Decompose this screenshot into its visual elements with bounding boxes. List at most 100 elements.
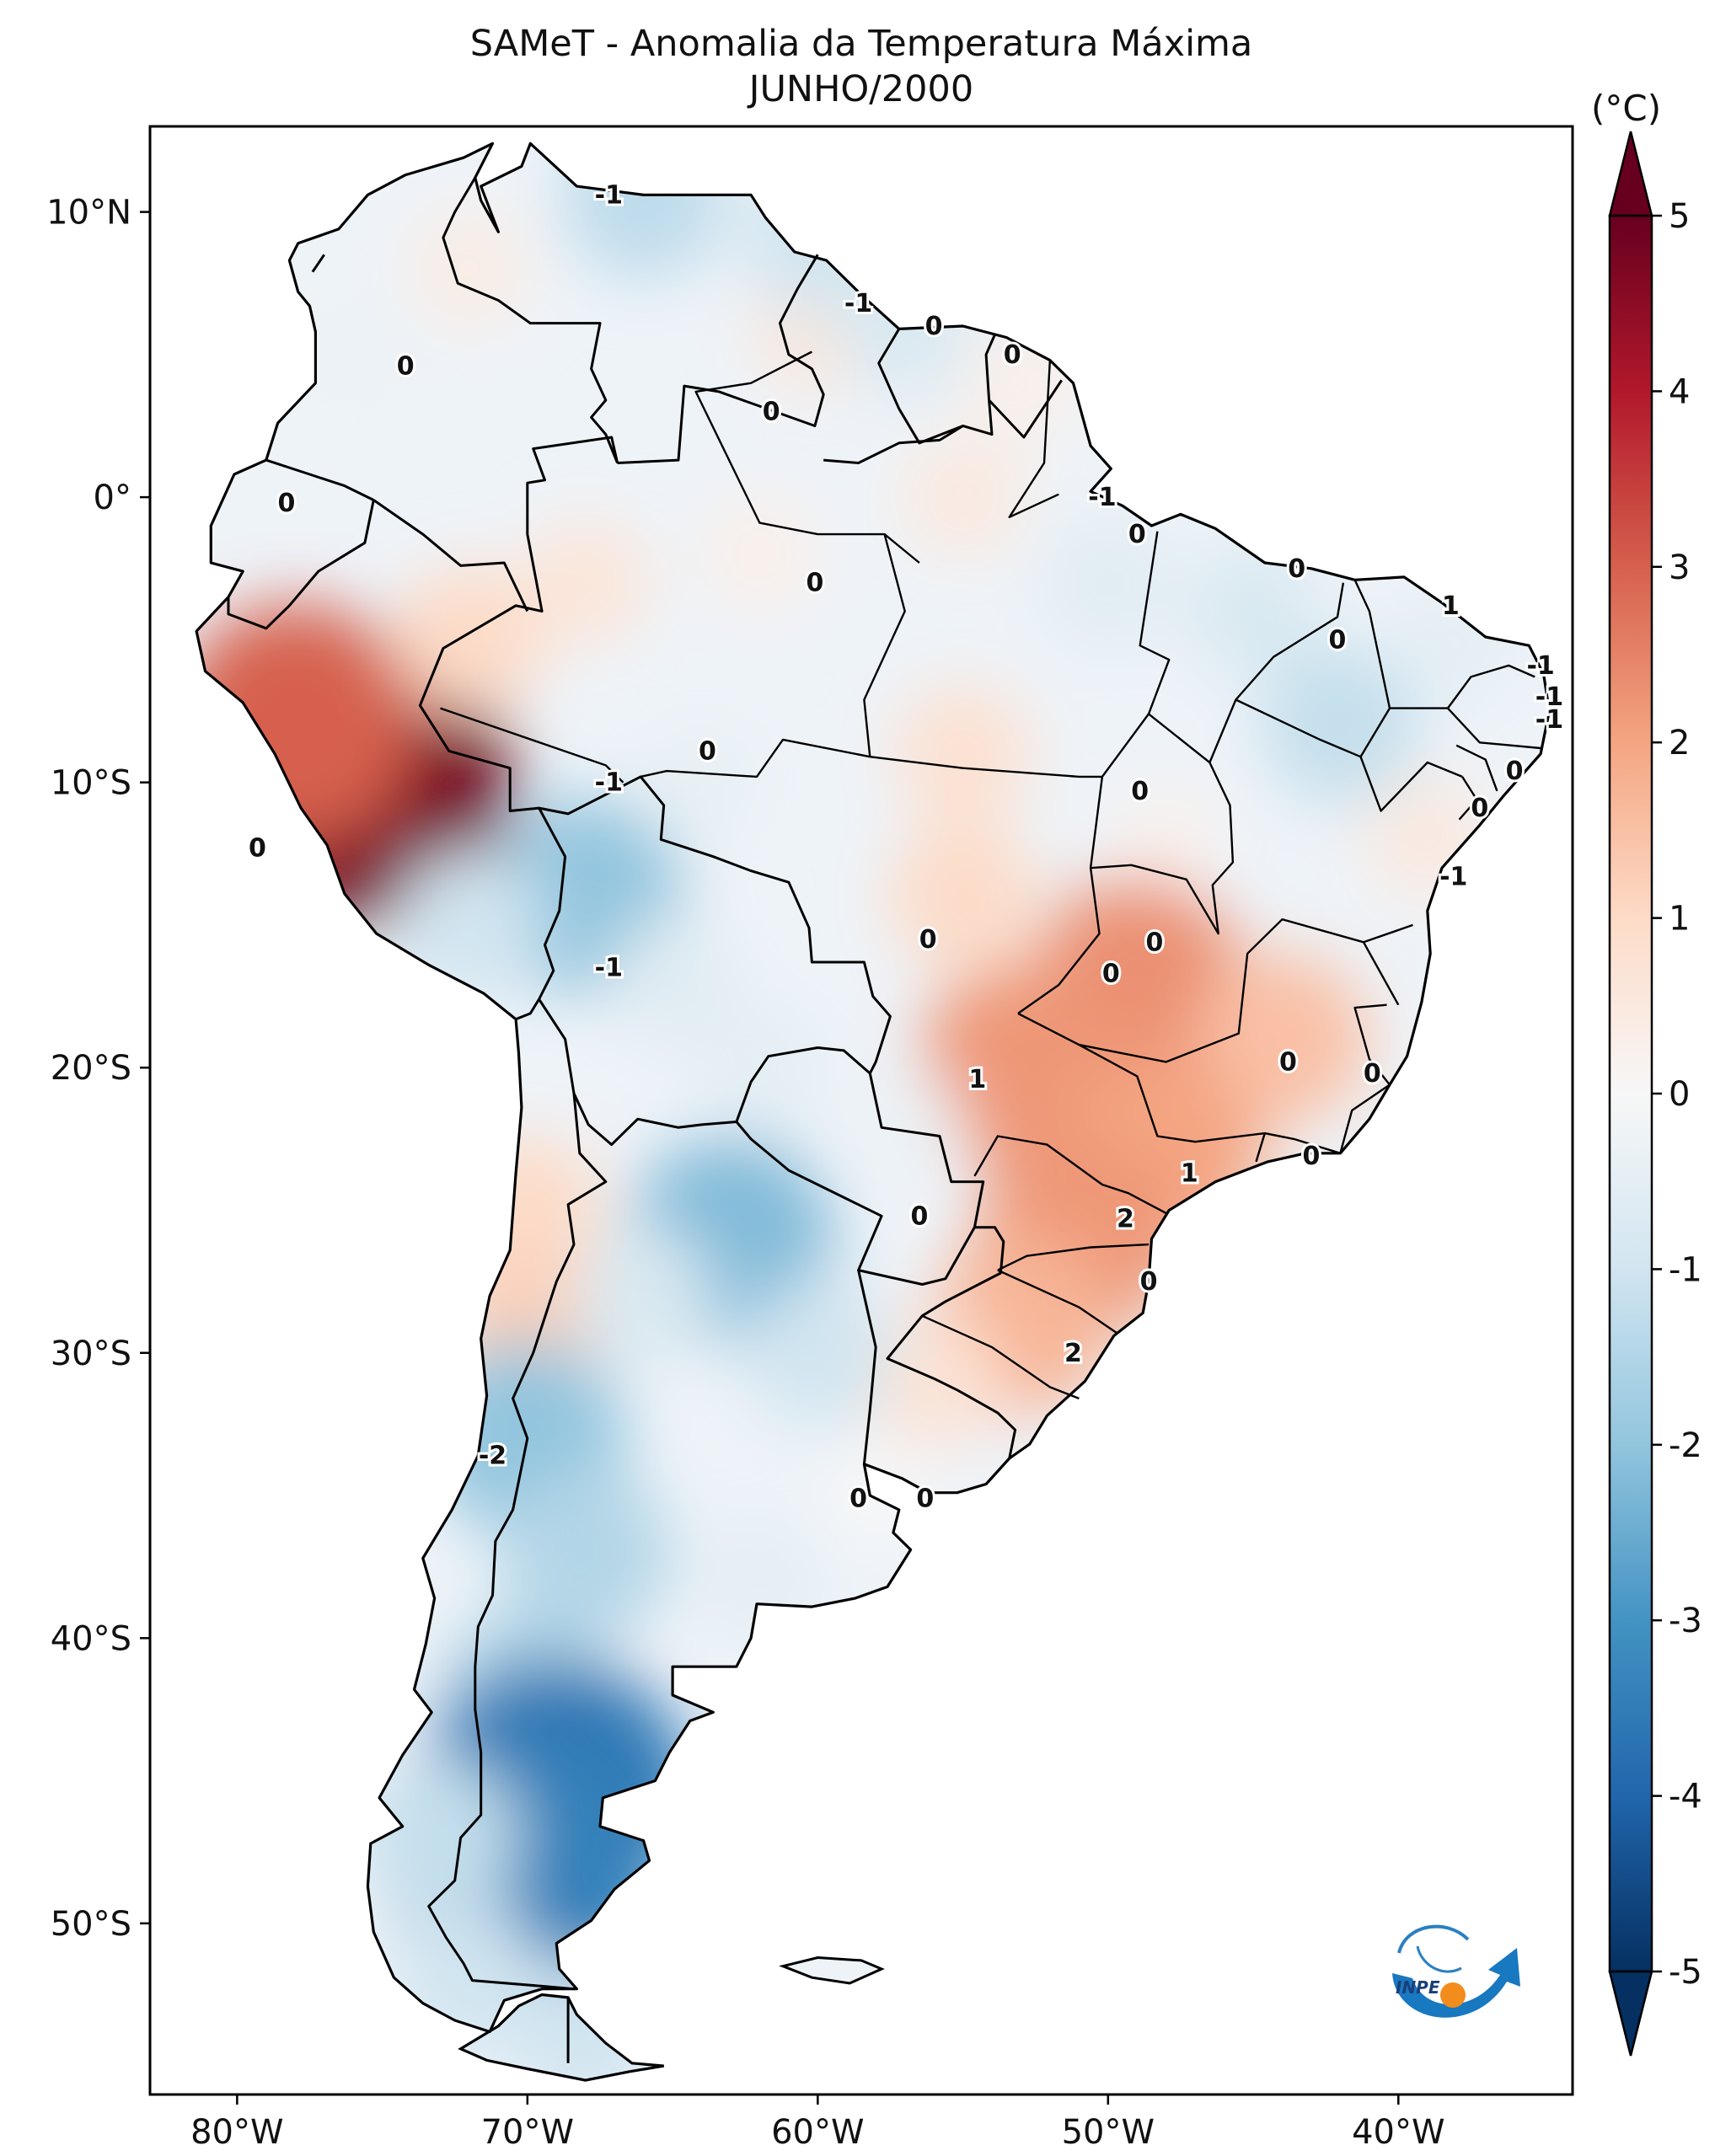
contour-label: -1: [1088, 483, 1116, 512]
tierra-del-fuego-coast: [458, 1993, 664, 2082]
state-border-line: [1017, 776, 1104, 1014]
colorbar: 5 4 3 2 1 0 -1 -2 -3 -4 -5: [1608, 131, 1702, 2057]
country-border-line: [265, 458, 374, 501]
state-border-line: [1353, 579, 1391, 757]
lon-tick-label: 70°W: [481, 2113, 574, 2152]
contour-label: -1: [595, 768, 623, 798]
colorbar-tick-label: 0: [1669, 1075, 1690, 1114]
colorbar-extend-top: [1608, 131, 1653, 217]
contour-label: 0: [1288, 554, 1305, 584]
state-border-line: [1017, 918, 1400, 1063]
contour-label: 2: [1117, 1205, 1134, 1234]
country-border-line: [857, 1270, 877, 1464]
contour-label: 0: [1279, 1047, 1297, 1077]
colorbar-gradient: [1610, 216, 1652, 1971]
state-border-line: [640, 533, 906, 778]
country-border-line: [227, 500, 375, 630]
state-border-line: [1390, 664, 1535, 709]
anomaly-blob: [499, 1466, 672, 1639]
logo-wordmark: INPE: [1396, 1977, 1440, 1998]
state-border-line: [1235, 698, 1463, 812]
colorbar-ticks: 5 4 3 2 1 0 -1 -2 -3 -4 -5: [1652, 197, 1702, 1992]
contour-label: 2: [1064, 1339, 1082, 1368]
contour-label: 0: [806, 569, 823, 598]
anomaly-blob: [918, 965, 1124, 1170]
lat-tick-label: 10°N: [46, 194, 131, 233]
lat-tick-label: 30°S: [51, 1335, 131, 1373]
colorbar-tick-label: -3: [1669, 1602, 1702, 1640]
coastline: [195, 142, 1551, 2034]
anomaly-blob: [743, 1278, 892, 1427]
contour-label: -1: [1535, 682, 1563, 712]
state-border-line: [1078, 1044, 1341, 1154]
state-borders: [440, 350, 1541, 1400]
country-border-line: [515, 807, 567, 1021]
lon-tick-label: 50°W: [1062, 2113, 1155, 2152]
colorbar-tick-label: -5: [1669, 1953, 1702, 1992]
logo-orbit-arc: [1397, 1924, 1470, 1954]
lat-tick-label: 10°S: [51, 764, 131, 803]
contour-label: 0: [910, 1201, 928, 1231]
contour-label: 0: [919, 925, 937, 955]
colorbar-extend-bottom: [1608, 1970, 1653, 2057]
country-border-line: [735, 1121, 976, 1286]
lat-tick-label: 40°S: [51, 1619, 131, 1658]
lat-tick-label: 20°S: [51, 1049, 131, 1088]
anomaly-blob: [409, 209, 530, 329]
contour-label: 0: [699, 736, 716, 766]
contour-label: 0: [916, 1484, 934, 1513]
anomaly-blob: [608, 917, 737, 1047]
state-border-line: [1339, 1083, 1391, 1154]
colorbar-tick-label: 2: [1669, 724, 1690, 762]
contour-label: 0: [1102, 959, 1120, 988]
state-border-line: [1353, 1003, 1391, 1086]
latitude-ticks: 10°N 0° 10°S 20°S 30°S 40°S 50°S: [46, 194, 150, 1944]
contour-label: 0: [1140, 1267, 1158, 1297]
contour-label: 1: [1181, 1158, 1198, 1188]
contour-label: 0: [1471, 794, 1488, 823]
logo-swoosh: [1392, 1948, 1520, 2018]
contour-label: 0: [249, 834, 266, 864]
contour-label: -1: [595, 954, 623, 983]
contour-label: -1: [1439, 862, 1467, 891]
country-border-line: [311, 254, 325, 273]
contour-label: -1: [595, 180, 623, 210]
colorbar-unit-label: (°C): [1591, 88, 1662, 129]
contour-label: 1: [968, 1065, 986, 1094]
anomaly-blob: [520, 517, 651, 648]
country-border-line: [823, 425, 964, 464]
lat-tick-label: 0°: [94, 479, 131, 517]
state-border-line: [921, 1314, 1080, 1400]
lon-tick-label: 60°W: [771, 2113, 864, 2152]
falklands-coast: [779, 1955, 885, 1985]
anomaly-blob: [1196, 953, 1369, 1126]
state-border-line: [1091, 713, 1235, 935]
country-border-line: [988, 379, 1063, 439]
anomaly-blob: [1183, 542, 1323, 681]
contour-label: -1: [1526, 651, 1554, 681]
country-border-line: [418, 436, 1017, 1459]
contour-label: 0: [763, 398, 780, 427]
anomaly-blob: [893, 684, 1032, 824]
country-border-line: [427, 1093, 608, 1991]
state-border-line: [973, 1135, 1167, 1214]
contour-label: 0: [1329, 625, 1347, 655]
anomaly-blob: [847, 1067, 963, 1183]
state-border-line: [1363, 923, 1413, 944]
contour-label: 0: [1131, 777, 1149, 806]
contour-label: 0: [1303, 1142, 1321, 1171]
lon-tick-label: 40°W: [1352, 2113, 1444, 2152]
state-border-line: [1255, 1132, 1266, 1163]
anomaly-blob: [394, 850, 544, 999]
country-border-line: [442, 177, 619, 464]
logo-inner-arc: [1416, 1945, 1462, 1973]
colorbar-tick-label: -2: [1669, 1426, 1702, 1465]
contour-label: 0: [1145, 928, 1163, 957]
country-borders: [227, 177, 1063, 2063]
contour-label: -2: [479, 1442, 506, 1471]
inpe-logo: INPE: [1392, 1924, 1520, 2018]
state-border-line: [997, 1269, 1117, 1335]
